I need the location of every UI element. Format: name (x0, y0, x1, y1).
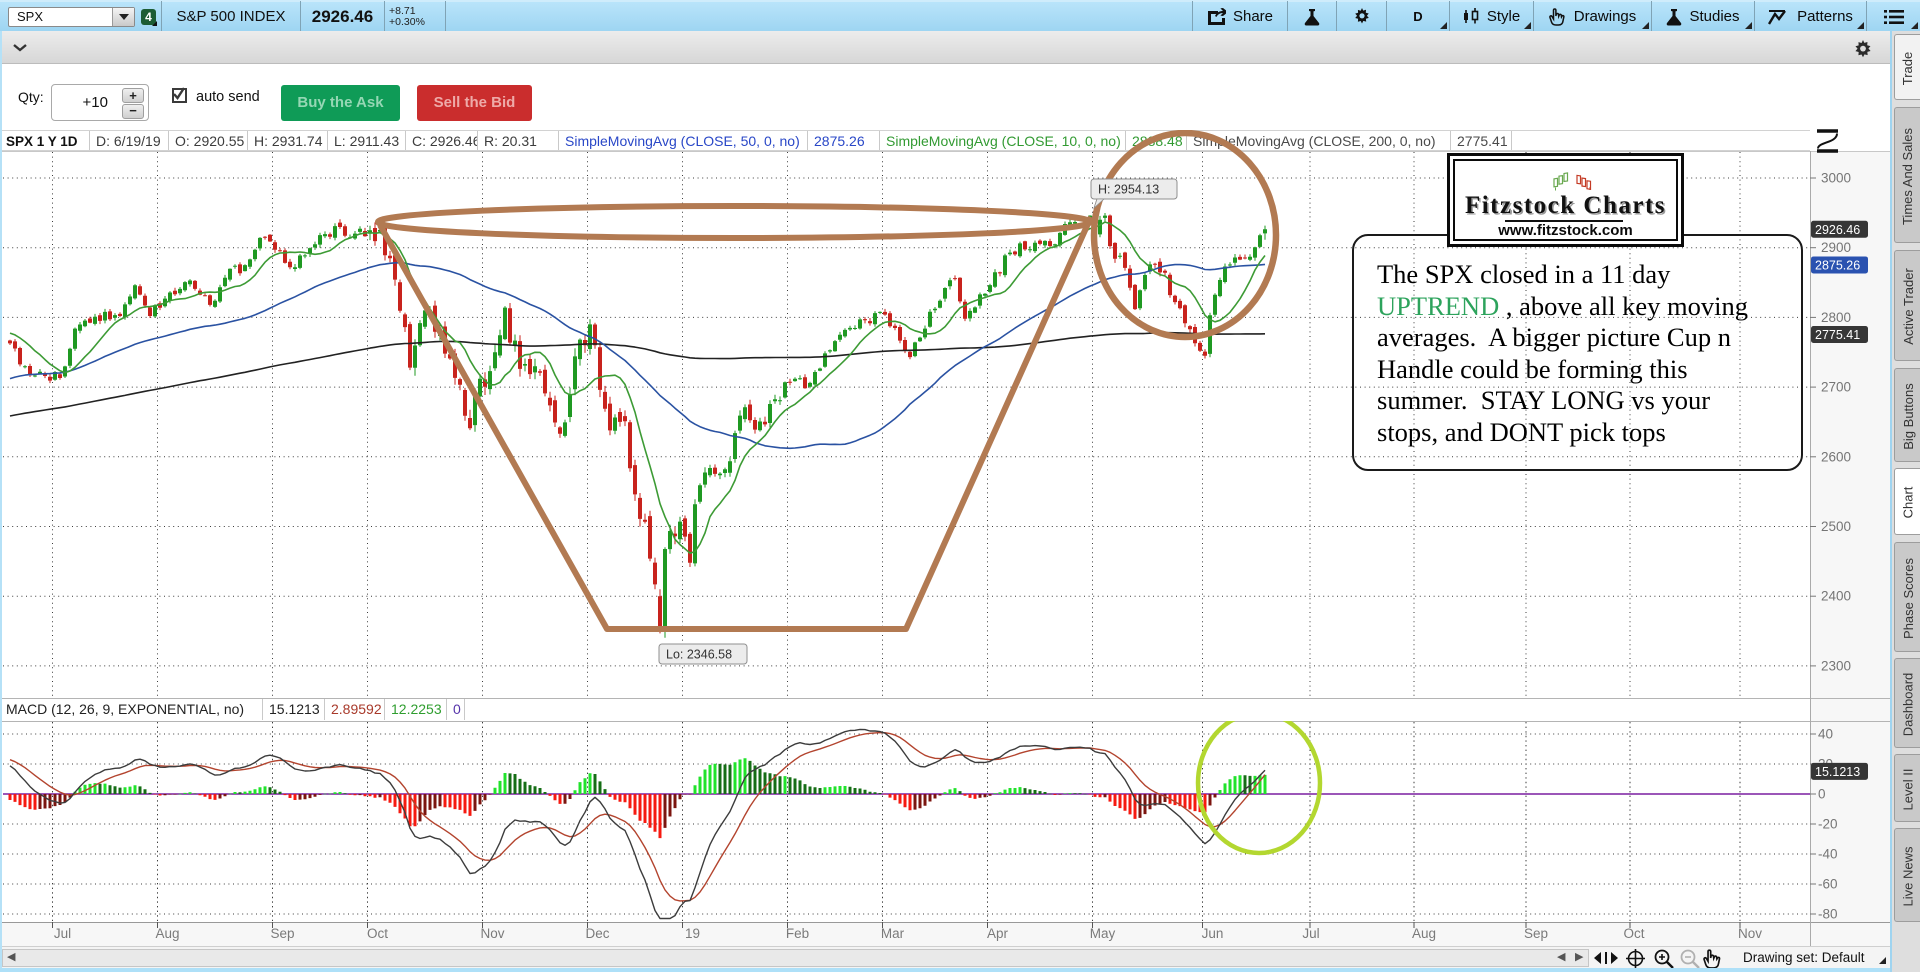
svg-text:Nov: Nov (480, 926, 504, 941)
svg-text:Apr: Apr (987, 926, 1009, 941)
svg-text:Oct: Oct (367, 926, 388, 941)
svg-text:Jul: Jul (54, 926, 71, 941)
svg-text:Oct: Oct (1623, 926, 1644, 941)
svg-text:40: 40 (1818, 727, 1833, 742)
svg-text:2600: 2600 (1821, 449, 1851, 464)
svg-text:Aug: Aug (1412, 926, 1436, 941)
svg-text:0: 0 (1818, 787, 1826, 802)
svg-text:2500: 2500 (1821, 519, 1851, 534)
svg-text:2775.41: 2775.41 (1815, 328, 1860, 342)
svg-text:H: 2954.13: H: 2954.13 (1098, 183, 1159, 197)
svg-text:Aug: Aug (155, 926, 179, 941)
svg-text:Jul: Jul (1302, 926, 1319, 941)
svg-text:-40: -40 (1818, 847, 1838, 862)
svg-text:2800: 2800 (1821, 310, 1851, 325)
svg-text:2875.26: 2875.26 (1815, 258, 1860, 272)
svg-text:3000: 3000 (1821, 171, 1851, 186)
svg-text:2700: 2700 (1821, 380, 1851, 395)
svg-text:May: May (1090, 926, 1116, 941)
svg-text:Mar: Mar (881, 926, 905, 941)
svg-text:-60: -60 (1818, 877, 1838, 892)
svg-text:Feb: Feb (786, 926, 809, 941)
svg-text:2926.46: 2926.46 (1815, 223, 1860, 237)
svg-text:15.1213: 15.1213 (1815, 765, 1860, 779)
svg-text:Nov: Nov (1738, 926, 1762, 941)
svg-text:Dec: Dec (585, 926, 609, 941)
svg-text:Jun: Jun (1202, 926, 1224, 941)
svg-text:Sep: Sep (270, 926, 294, 941)
svg-text:-80: -80 (1818, 907, 1838, 922)
svg-text:2900: 2900 (1821, 240, 1851, 255)
svg-text:19: 19 (685, 926, 700, 941)
svg-text:2400: 2400 (1821, 589, 1851, 604)
svg-text:2300: 2300 (1821, 658, 1851, 673)
svg-text:-20: -20 (1818, 817, 1838, 832)
svg-text:Lo: 2346.58: Lo: 2346.58 (666, 648, 732, 662)
svg-text:Sep: Sep (1524, 926, 1548, 941)
